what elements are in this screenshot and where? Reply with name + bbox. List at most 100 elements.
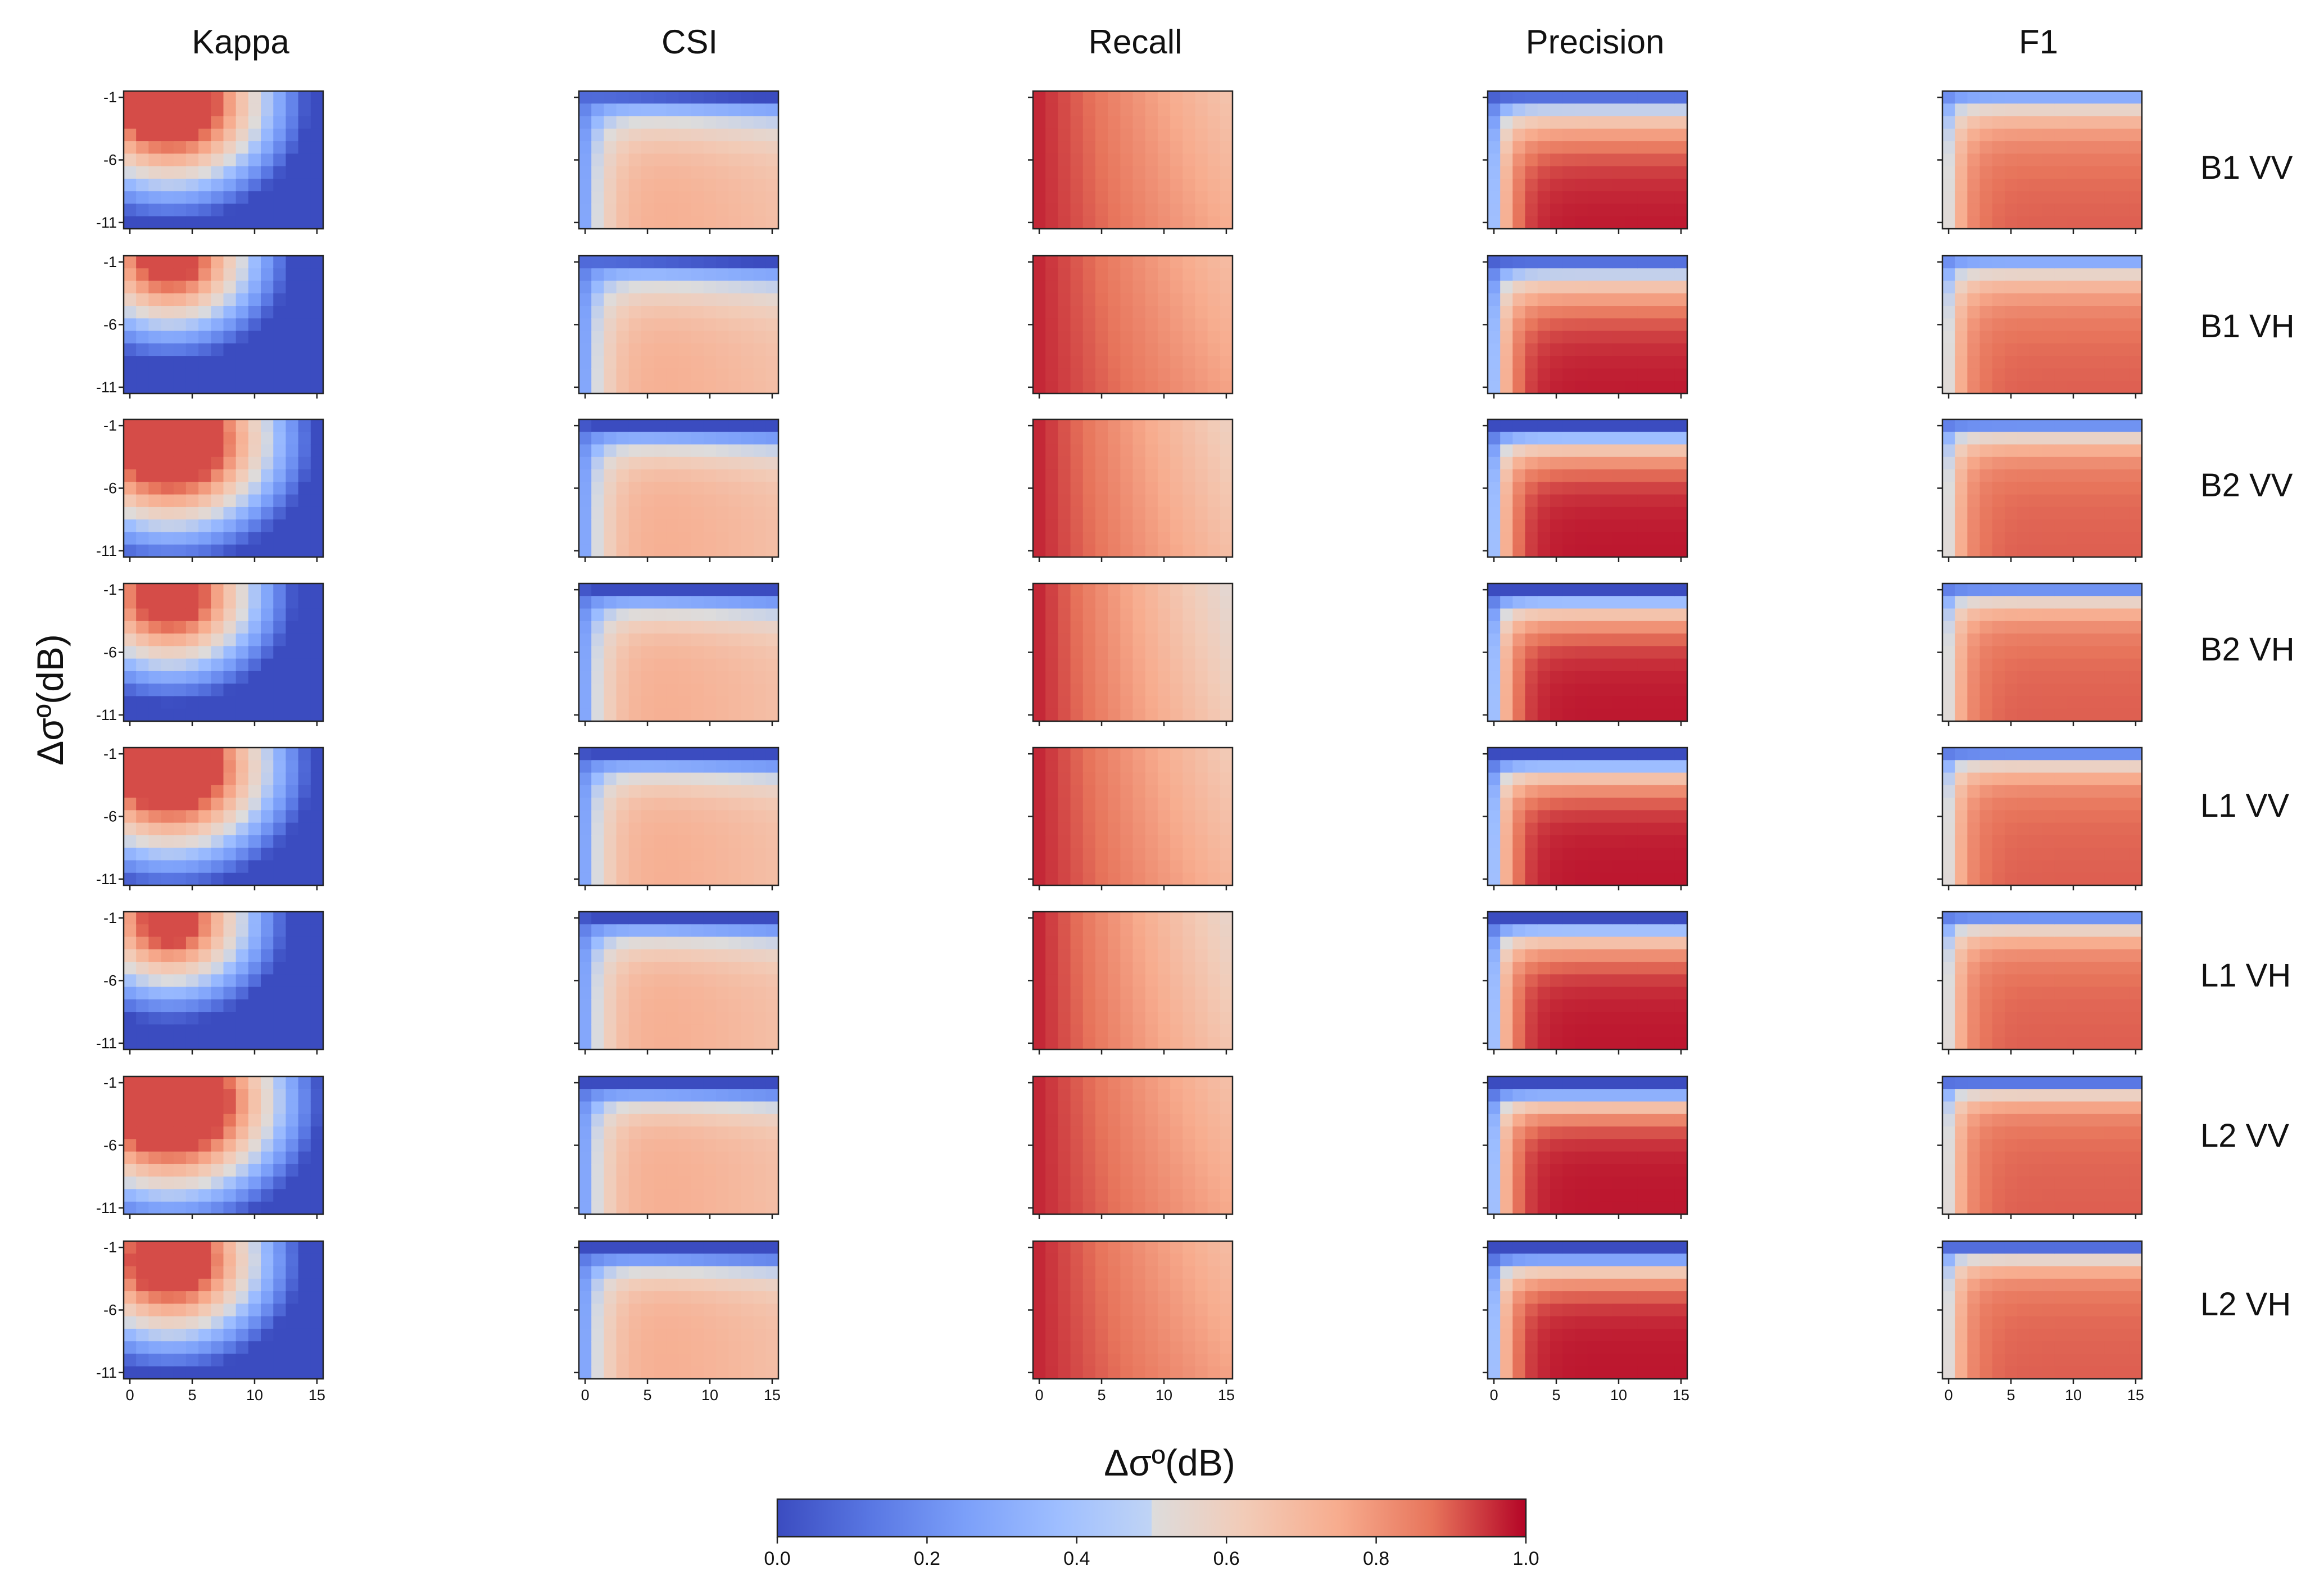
- heatmap-cell: [753, 506, 767, 520]
- heatmap-cell: [1992, 318, 2005, 332]
- heatmap-cell: [1108, 280, 1121, 294]
- heatmap-cell: [1600, 708, 1613, 722]
- heatmap-cell: [1058, 141, 1071, 154]
- heatmap-cell: [666, 103, 679, 117]
- heatmap-cell: [666, 153, 679, 167]
- heatmap-cell: [2004, 708, 2018, 722]
- heatmap-cell: [765, 835, 779, 848]
- heatmap-cell: [1525, 583, 1538, 596]
- heatmap-cell: [2129, 671, 2142, 684]
- heatmap-cell: [248, 822, 261, 836]
- heatmap-cell: [286, 708, 299, 722]
- heatmap-cell: [2067, 835, 2080, 848]
- heatmap-cell: [654, 482, 667, 495]
- heatmap-cell: [666, 268, 679, 282]
- heatmap-cell: [2117, 860, 2130, 874]
- heatmap-cell: [1500, 519, 1513, 533]
- heatmap-cell: [235, 798, 249, 811]
- heatmap-cell: [1145, 544, 1158, 558]
- heatmap-cell: [1207, 318, 1221, 332]
- heatmap-cell: [1488, 822, 1501, 836]
- heatmap-cell: [1955, 456, 1968, 470]
- heatmap-cell: [248, 544, 261, 558]
- heatmap-cell: [666, 798, 679, 811]
- heatmap-cell: [666, 318, 679, 332]
- heatmap-cell: [765, 331, 779, 344]
- heatmap-cell: [161, 318, 174, 332]
- heatmap-cell: [1033, 872, 1046, 886]
- heatmap-cell: [1537, 835, 1551, 848]
- heatmap-cell: [604, 280, 617, 294]
- heatmap-cell: [1550, 708, 1563, 722]
- heatmap-cell: [628, 696, 642, 709]
- heatmap-cell: [1650, 684, 1663, 697]
- heatmap-cell: [728, 596, 742, 609]
- heatmap-cell: [1207, 128, 1221, 142]
- heatmap-cell: [223, 306, 237, 319]
- heatmap-cell: [591, 469, 604, 482]
- heatmap-cell: [1488, 216, 1501, 229]
- heatmap-cell: [1145, 116, 1158, 129]
- heatmap-cell: [728, 368, 742, 382]
- heatmap-cell: [1600, 178, 1613, 192]
- heatmap-cell: [591, 748, 604, 761]
- heatmap-cell: [223, 203, 237, 217]
- heatmap-cell: [616, 343, 629, 356]
- heatmap-cell: [261, 822, 274, 836]
- heatmap-cell: [1587, 494, 1601, 508]
- heatmap-cell: [616, 633, 629, 646]
- heatmap-cell: [579, 1012, 592, 1025]
- heatmap-cell: [1525, 306, 1538, 319]
- heatmap-cell: [641, 583, 654, 596]
- heatmap-cell: [1650, 633, 1663, 646]
- heatmap-cell: [1045, 708, 1058, 722]
- heatmap-cell: [628, 583, 642, 596]
- heatmap-cell: [1058, 646, 1071, 659]
- heatmap-cell: [604, 381, 617, 394]
- heatmap-cell: [2092, 532, 2105, 545]
- heatmap-cell: [310, 128, 324, 142]
- heatmap-cell: [124, 216, 137, 229]
- heatmap-cell: [728, 608, 742, 622]
- heatmap-cell: [1942, 684, 1955, 697]
- heatmap-cell: [604, 748, 617, 761]
- heatmap-cell: [728, 432, 742, 445]
- heatmap-cell: [2092, 482, 2105, 495]
- heatmap-cell: [2067, 91, 2080, 104]
- heatmap-cell: [273, 318, 287, 332]
- heatmap-cell: [310, 306, 324, 319]
- heatmap-cell: [310, 608, 324, 622]
- heatmap-cell: [728, 583, 742, 596]
- heatmap-cell: [1132, 280, 1146, 294]
- heatmap-cell: [703, 456, 717, 470]
- y-tick-label: -6: [103, 316, 117, 333]
- heatmap-cell: [1195, 482, 1208, 495]
- heatmap-cell: [161, 456, 174, 470]
- heatmap-cell: [248, 268, 261, 282]
- heatmap-cell: [161, 368, 174, 382]
- heatmap-cell: [124, 949, 137, 962]
- heatmap-cell: [753, 708, 767, 722]
- heatmap-cell: [1674, 91, 1688, 104]
- heatmap-cell: [765, 178, 779, 192]
- heatmap-cell: [2092, 671, 2105, 684]
- heatmap-cell: [1145, 835, 1158, 848]
- heatmap-cell: [1170, 432, 1183, 445]
- heatmap-cell: [1108, 256, 1121, 269]
- heatmap-cell: [1157, 596, 1171, 609]
- heatmap-cell: [261, 658, 274, 672]
- heatmap-cell: [124, 696, 137, 709]
- heatmap-cell: [703, 381, 717, 394]
- heatmap-cell: [2004, 583, 2018, 596]
- heatmap-cell: [1132, 696, 1146, 709]
- heatmap-cell: [741, 962, 754, 975]
- heatmap-cell: [703, 469, 717, 482]
- heatmap-cell: [136, 178, 149, 192]
- heatmap-cell: [223, 103, 237, 117]
- heatmap-cell: [628, 506, 642, 520]
- heatmap-cell: [765, 772, 779, 786]
- heatmap-cell: [2080, 293, 2092, 306]
- heatmap-cell: [2029, 128, 2043, 142]
- heatmap-cell: [641, 544, 654, 558]
- heatmap-cell: [1207, 356, 1221, 369]
